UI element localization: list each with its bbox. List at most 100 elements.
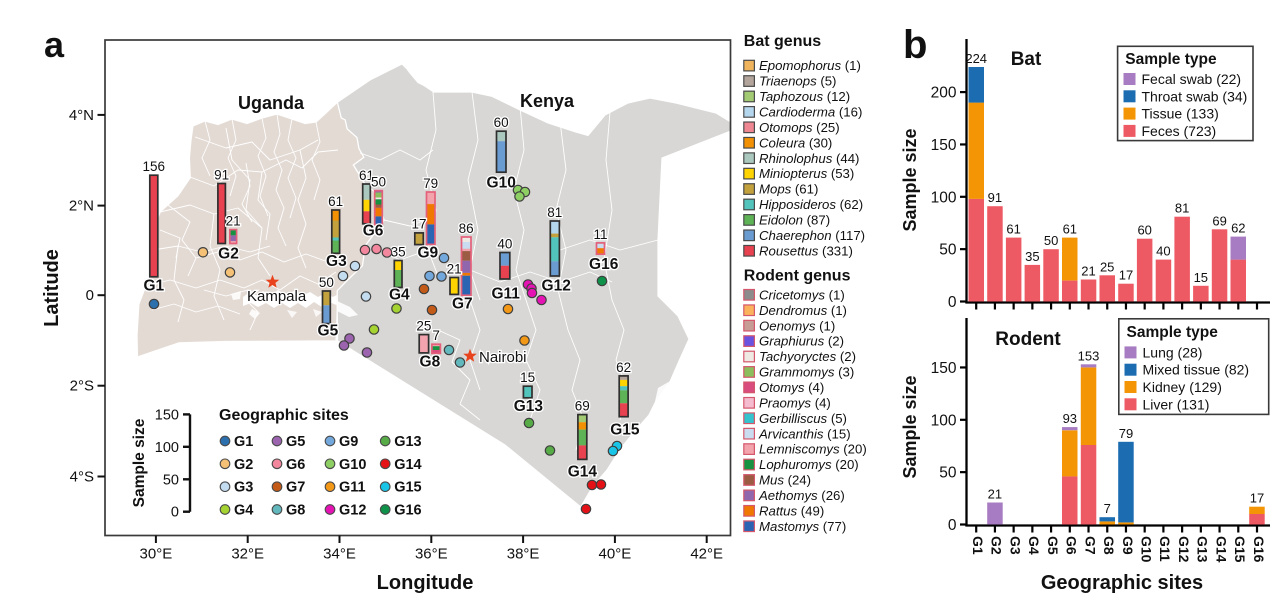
svg-text:G15: G15 [1232, 536, 1248, 563]
svg-text:G14: G14 [1213, 536, 1229, 563]
svg-text:G2: G2 [234, 457, 253, 473]
svg-text:Tachyoryctes (2): Tachyoryctes (2) [759, 349, 856, 364]
svg-text:21: 21 [988, 487, 1002, 502]
svg-text:Mops (61): Mops (61) [759, 182, 818, 197]
svg-text:G15: G15 [610, 422, 640, 439]
svg-text:38°E: 38°E [507, 546, 540, 563]
svg-text:Otomops (25): Otomops (25) [759, 120, 840, 135]
svg-text:60: 60 [494, 115, 509, 130]
svg-text:61: 61 [328, 194, 343, 209]
svg-text:G6: G6 [286, 457, 305, 473]
svg-text:Mastomys (77): Mastomys (77) [759, 519, 846, 534]
svg-text:32°E: 32°E [231, 546, 264, 563]
svg-text:G14: G14 [568, 464, 598, 481]
svg-text:Dendromus (1): Dendromus (1) [759, 303, 847, 318]
svg-text:G12: G12 [1176, 536, 1192, 563]
svg-text:Gerbilliscus (5): Gerbilliscus (5) [759, 411, 847, 426]
svg-text:150: 150 [931, 137, 957, 154]
svg-text:69: 69 [1212, 213, 1226, 228]
svg-text:Aethomys (26): Aethomys (26) [758, 488, 845, 503]
svg-text:224: 224 [965, 51, 987, 66]
svg-text:17: 17 [1119, 268, 1133, 283]
svg-text:G7: G7 [1082, 536, 1098, 555]
svg-text:a: a [44, 24, 65, 65]
svg-text:G9: G9 [417, 245, 438, 262]
svg-text:79: 79 [423, 176, 438, 191]
svg-text:153: 153 [1078, 348, 1100, 363]
svg-text:G14: G14 [394, 457, 421, 473]
svg-text:Arvicanthis (15): Arvicanthis (15) [758, 426, 851, 441]
svg-text:150: 150 [931, 360, 957, 377]
svg-text:Oenomys (1): Oenomys (1) [759, 318, 835, 333]
svg-text:G1: G1 [970, 536, 986, 555]
svg-text:40: 40 [1156, 244, 1170, 259]
svg-text:Kidney (129): Kidney (129) [1143, 379, 1222, 395]
svg-text:17: 17 [411, 217, 426, 232]
svg-text:69: 69 [575, 399, 590, 414]
svg-text:G2: G2 [989, 536, 1005, 555]
svg-text:62: 62 [1231, 221, 1245, 236]
svg-text:21: 21 [226, 214, 241, 229]
svg-text:61: 61 [359, 168, 374, 183]
svg-text:Triaenops (5): Triaenops (5) [759, 74, 836, 89]
svg-text:4°N: 4°N [69, 107, 94, 124]
svg-text:Fecal swab (22): Fecal swab (22) [1142, 71, 1242, 87]
svg-text:G3: G3 [326, 253, 347, 270]
svg-text:G12: G12 [339, 503, 366, 519]
svg-text:G1: G1 [234, 434, 253, 450]
svg-text:2°S: 2°S [70, 378, 94, 395]
svg-text:Taphozous (12): Taphozous (12) [759, 89, 850, 104]
svg-text:G4: G4 [1026, 536, 1042, 555]
svg-text:Bat: Bat [1011, 49, 1042, 70]
svg-text:G9: G9 [1120, 536, 1136, 555]
svg-text:G2: G2 [218, 246, 239, 263]
svg-text:0: 0 [948, 517, 957, 534]
svg-text:15: 15 [520, 370, 535, 385]
svg-text:G5: G5 [286, 434, 305, 450]
svg-text:G6: G6 [1064, 536, 1080, 555]
svg-text:Praomys (4): Praomys (4) [759, 395, 831, 410]
svg-text:100: 100 [931, 412, 957, 429]
svg-text:Rhinolophus (44): Rhinolophus (44) [759, 151, 859, 166]
svg-text:Sample size: Sample size [131, 418, 148, 507]
svg-text:86: 86 [459, 221, 474, 236]
svg-text:Mus (24): Mus (24) [759, 473, 811, 488]
svg-text:Liver (131): Liver (131) [1143, 396, 1210, 412]
svg-text:G5: G5 [318, 323, 339, 340]
svg-text:G10: G10 [487, 175, 516, 192]
svg-text:G1: G1 [143, 278, 164, 295]
svg-text:Kampala: Kampala [247, 288, 307, 305]
svg-text:2°N: 2°N [69, 198, 94, 215]
svg-text:50: 50 [319, 275, 334, 290]
svg-text:25: 25 [416, 319, 431, 334]
svg-text:G8: G8 [286, 503, 305, 519]
svg-text:25: 25 [1100, 259, 1114, 274]
svg-text:34°E: 34°E [323, 546, 356, 563]
svg-text:150: 150 [155, 407, 179, 423]
svg-text:G10: G10 [339, 457, 366, 473]
svg-text:Sample size: Sample size [900, 128, 920, 231]
svg-text:Coleura (30): Coleura (30) [759, 135, 832, 150]
svg-text:G11: G11 [339, 480, 366, 496]
svg-text:Chaerephon (117): Chaerephon (117) [759, 228, 865, 243]
svg-text:81: 81 [1175, 201, 1189, 216]
svg-text:Eidolon (87): Eidolon (87) [759, 213, 830, 228]
svg-text:G16: G16 [589, 256, 619, 273]
svg-text:G15: G15 [394, 480, 421, 496]
svg-text:G3: G3 [1007, 536, 1023, 555]
svg-text:Cardioderma (16): Cardioderma (16) [759, 104, 862, 119]
svg-text:Cricetomys (1): Cricetomys (1) [759, 287, 845, 302]
svg-text:21: 21 [1081, 264, 1095, 279]
svg-text:Longitude: Longitude [377, 572, 474, 594]
svg-text:100: 100 [931, 189, 957, 206]
svg-text:40°E: 40°E [599, 546, 632, 563]
svg-text:Bat genus: Bat genus [744, 33, 821, 50]
svg-text:Tissue (133): Tissue (133) [1142, 106, 1219, 122]
svg-text:Uganda: Uganda [238, 93, 305, 113]
svg-text:Rodent: Rodent [995, 329, 1061, 350]
svg-text:200: 200 [931, 85, 957, 102]
svg-text:61: 61 [1006, 222, 1020, 237]
svg-text:Miniopterus (53): Miniopterus (53) [759, 166, 854, 181]
svg-text:42°E: 42°E [690, 546, 723, 563]
svg-text:G3: G3 [234, 480, 253, 496]
